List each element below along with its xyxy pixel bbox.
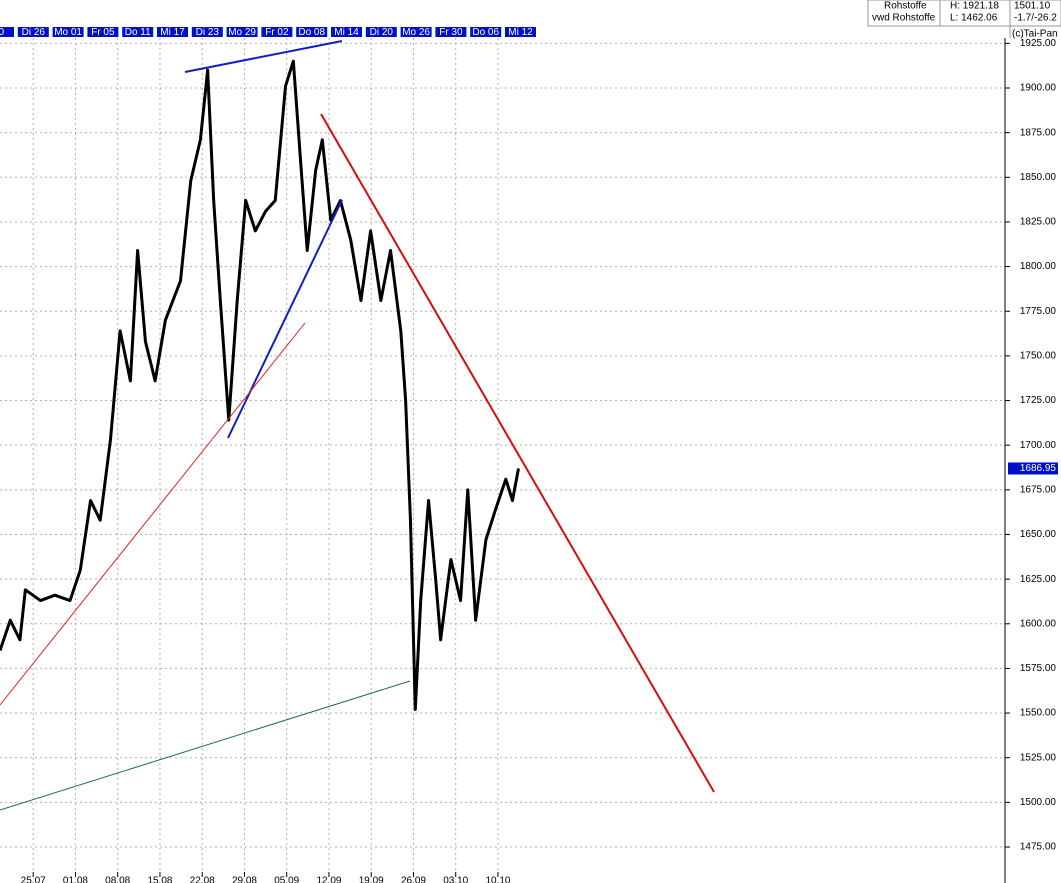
date-label: Do 11 [125,27,151,38]
date-box [226,27,258,37]
trend-line [184,40,343,73]
header-low: L: 1462.06 [950,13,998,24]
x-tick-label: 26.09 [401,876,426,883]
date-label: Mi 17 [160,27,185,38]
date-box [365,27,397,37]
date-box [122,27,154,37]
date-label: Di 20 [370,27,394,38]
price-line [0,59,520,711]
x-tick-label: 29.08 [232,876,257,883]
x-tick-label: 19.09 [359,876,384,883]
y-tick-label: 1900.00 [1020,83,1057,94]
date-box [400,27,432,37]
date-label: Fr 02 [265,27,289,38]
x-tick-label: 25.07 [21,876,46,883]
x-tick-label: 05.09 [274,876,299,883]
y-tick-label: 1500.00 [1020,797,1057,808]
trend-line [320,113,715,793]
date-box [470,27,502,37]
date-label: Di 23 [196,27,220,38]
date-label: Mi 12 [508,27,533,38]
date-label: Mi 14 [334,27,359,38]
date-box [331,27,362,37]
date-label: Fr 30 [439,27,463,38]
date-box [435,27,467,37]
date-label: Do 06 [472,27,499,38]
header-high: H: 1921.18 [950,1,999,12]
x-tick-label: 15.08 [147,876,172,883]
date-label: Mo 29 [228,27,256,38]
x-tick-label: 03.10 [443,876,468,883]
y-tick-label: 1575.00 [1020,663,1057,674]
y-tick-label: 1650.00 [1020,529,1057,540]
date-label: Do 08 [298,27,325,38]
y-tick-label: 1875.00 [1020,127,1057,138]
date-label: Di 26 [22,27,46,38]
date-box [261,27,293,37]
date-box [17,27,49,37]
info-box [867,0,1061,27]
trend-line [227,199,343,439]
last-price-box [1008,462,1058,475]
date-label: Fr 05 [91,27,115,38]
date-label: Mo 01 [54,27,82,38]
y-tick-label: 1750.00 [1020,351,1057,362]
y-tick-label: 1725.00 [1020,395,1057,406]
date-box [505,27,536,37]
y-tick-label: 1600.00 [1020,618,1057,629]
y-tick-label: 1625.00 [1020,574,1057,585]
y-tick-label: 1825.00 [1020,217,1057,228]
x-tick-label: 01.08 [63,876,88,883]
header-change: -1.7/-26.2 [1014,13,1057,24]
date-box [52,27,84,37]
date-box [87,27,119,37]
y-tick-label: 1850.00 [1020,172,1057,183]
last-price-label: 1686.95 [1020,463,1057,474]
y-tick-label: 1525.00 [1020,752,1057,763]
date-box [157,27,188,37]
trend-line [0,680,411,811]
date-box [191,27,223,37]
y-tick-label: 1800.00 [1020,261,1057,272]
x-tick-label: 08.08 [105,876,130,883]
header-value: 1501.10 [1014,1,1051,12]
date-label: Mo 26 [402,27,430,38]
copyright: (c)Tai-Pan [1012,29,1058,40]
header-name: Rohstoffe [884,1,927,12]
y-tick-label: 1475.00 [1020,842,1057,853]
y-tick-label: 1925.00 [1020,38,1057,49]
y-tick-label: 1675.00 [1020,484,1057,495]
y-tick-label: 1700.00 [1020,440,1057,451]
x-tick-label: 22.08 [190,876,215,883]
header-source: vwd Rohstoffe [872,13,936,24]
date-box [0,27,14,37]
date-box [296,27,328,37]
date-label: 20 [0,27,4,38]
trend-line [0,322,306,706]
x-tick-label: 10.10 [485,876,510,883]
y-tick-label: 1550.00 [1020,708,1057,719]
x-tick-label: 12.09 [316,876,341,883]
y-tick-label: 1775.00 [1020,306,1057,317]
